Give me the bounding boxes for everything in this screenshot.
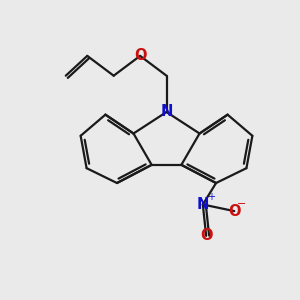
Text: N: N: [160, 103, 173, 118]
Text: O: O: [228, 204, 241, 219]
Text: O: O: [134, 48, 146, 63]
Text: +: +: [207, 192, 215, 202]
Text: N: N: [197, 197, 209, 212]
Text: O: O: [200, 228, 212, 243]
Text: −: −: [237, 199, 246, 209]
